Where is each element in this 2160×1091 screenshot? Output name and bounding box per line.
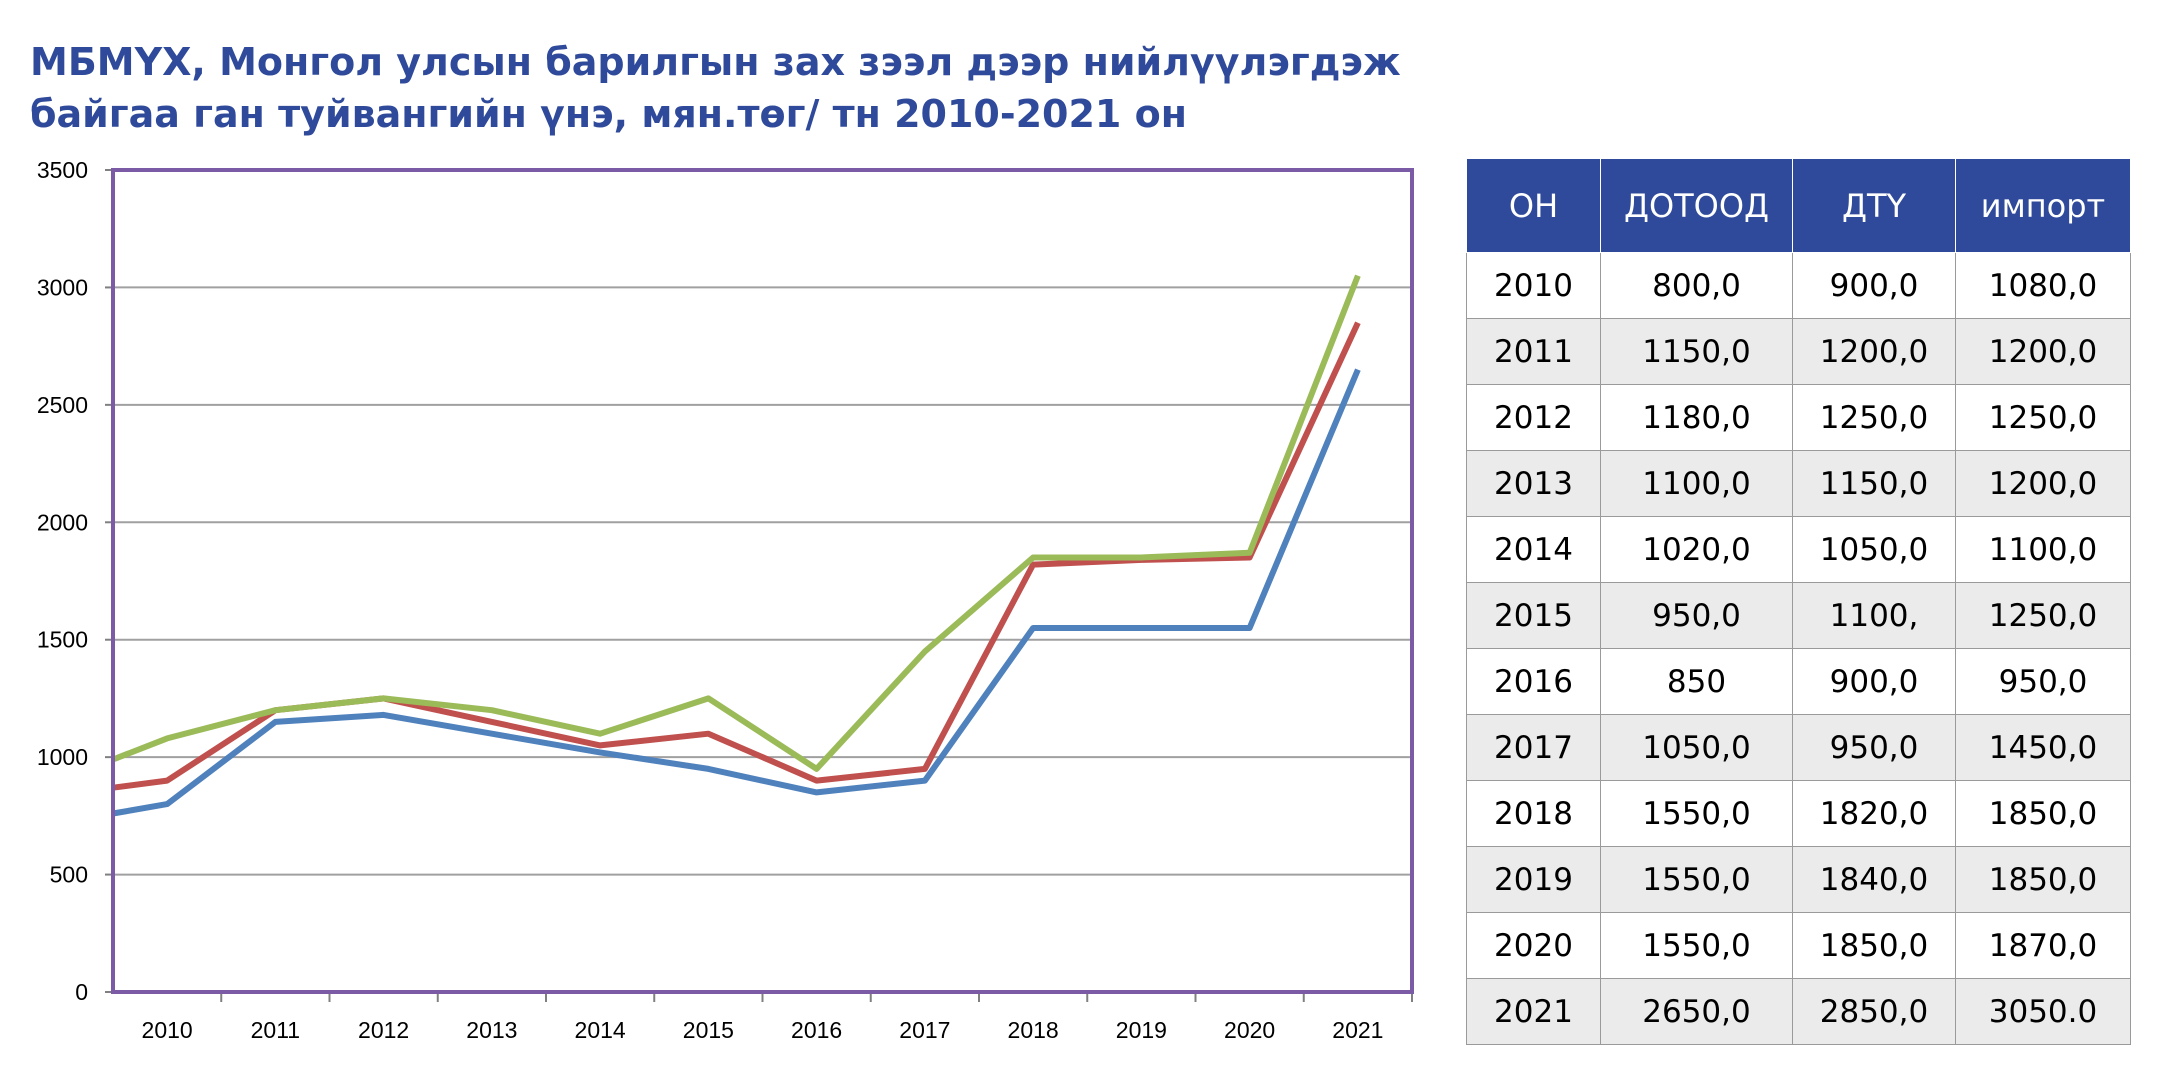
series-line-3 [111, 274, 1361, 772]
table-cell: 1450,0 [1955, 714, 2131, 781]
x-tick-label: 2010 [142, 1017, 193, 1043]
chart-title-line-1: МБМҮХ, Монгол улсын барилгын зах зээл дэ… [30, 40, 1401, 84]
table-row: 2013 1100,0 1150,0 1200,0 [1466, 450, 2131, 517]
table-cell: 1840,0 [1792, 846, 1956, 913]
table-cell: 2013 [1466, 450, 1601, 517]
table-cell: 2010 [1466, 252, 1601, 319]
grid-lines [105, 169, 1412, 993]
chart-title: МБМҮХ, Монгол улсын барилгын зах зээл дэ… [30, 36, 1430, 140]
y-tick-label: 2500 [37, 392, 88, 418]
table-row: 2015 950,0 1100, 1250,0 [1466, 582, 2131, 649]
table-cell: 2850,0 [1792, 978, 1956, 1045]
table-cell: 1150,0 [1600, 318, 1793, 385]
table-cell: 950,0 [1792, 714, 1956, 781]
table-cell: 1020,0 [1600, 516, 1793, 583]
table-cell: 1050,0 [1600, 714, 1793, 781]
table-cell: 1050,0 [1792, 516, 1956, 583]
table-row: 2021 2650,0 2850,0 3050.0 [1466, 978, 2131, 1045]
plot-area-border [111, 168, 1414, 994]
table-cell: 2015 [1466, 582, 1601, 649]
x-tick-label: 2020 [1224, 1017, 1275, 1043]
x-tick-label: 2013 [466, 1017, 517, 1043]
table-cell: 2020 [1466, 912, 1601, 979]
table-cell: 2012 [1466, 384, 1601, 451]
table-cell: 1250,0 [1955, 582, 2131, 649]
y-tick-label: 1000 [37, 744, 88, 770]
y-tick-label: 2000 [37, 509, 88, 535]
y-tick-label: 500 [50, 862, 88, 888]
table-row: 2020 1550,0 1850,0 1870,0 [1466, 912, 2131, 979]
column-header-year: ОН [1466, 158, 1601, 253]
table-row: 2019 1550,0 1840,0 1850,0 [1466, 846, 2131, 913]
y-tick-label: 0 [75, 979, 88, 1005]
column-header-dtu: ДТҮ [1792, 158, 1956, 253]
series-line-1 [112, 368, 1361, 817]
table-cell: 1200,0 [1955, 450, 2131, 517]
table-cell: 1550,0 [1600, 780, 1793, 847]
table-cell: 2016 [1466, 648, 1601, 715]
series-lines [111, 274, 1361, 817]
table-cell: 1200,0 [1792, 318, 1956, 385]
table-row: 2016 850 900,0 950,0 [1466, 648, 2131, 715]
x-tick-label: 2014 [575, 1017, 626, 1043]
table-cell: 900,0 [1792, 252, 1956, 319]
x-tick-label: 2017 [899, 1017, 950, 1043]
table-cell: 800,0 [1600, 252, 1793, 319]
table-cell: 1250,0 [1955, 384, 2131, 451]
table-cell: 1150,0 [1792, 450, 1956, 517]
x-tick-label: 2018 [1008, 1017, 1059, 1043]
table-cell: 2019 [1466, 846, 1601, 913]
x-tick-label: 2016 [791, 1017, 842, 1043]
table-cell: 850 [1600, 648, 1793, 715]
table-cell: 950,0 [1955, 648, 2131, 715]
x-tick-label: 2019 [1116, 1017, 1167, 1043]
table-cell: 900,0 [1792, 648, 1956, 715]
y-tick-label: 3500 [37, 157, 88, 183]
table-cell: 950,0 [1600, 582, 1793, 649]
table-cell: 1100,0 [1955, 516, 2131, 583]
table-row: 2012 1180,0 1250,0 1250,0 [1466, 384, 2131, 451]
y-tick-label: 1500 [37, 627, 88, 653]
table-cell: 2021 [1466, 978, 1601, 1045]
table-cell: 3050.0 [1955, 978, 2131, 1045]
table-cell: 1180,0 [1600, 384, 1793, 451]
table-cell: 1200,0 [1955, 318, 2131, 385]
y-axis-tick-labels: 0 500 1000 1500 2000 2500 3000 3500 [37, 157, 88, 1005]
table-cell: 1850,0 [1955, 780, 2131, 847]
table-cell: 1550,0 [1600, 912, 1793, 979]
table-header-row: ОН ДОТООД ДТҮ импорт [1466, 158, 2131, 253]
table-cell: 2650,0 [1600, 978, 1793, 1045]
table-cell: 1850,0 [1792, 912, 1956, 979]
table-cell: 1100,0 [1600, 450, 1793, 517]
table-cell: 1820,0 [1792, 780, 1956, 847]
table-cell: 2018 [1466, 780, 1601, 847]
column-header-domestic: ДОТООД [1600, 158, 1793, 253]
y-tick-label: 3000 [37, 274, 88, 300]
table-row: 2011 1150,0 1200,0 1200,0 [1466, 318, 2131, 385]
x-tick-label: 2021 [1332, 1017, 1383, 1043]
table-cell: 1100, [1792, 582, 1956, 649]
x-tick-label: 2011 [251, 1017, 300, 1043]
table-cell: 2011 [1466, 318, 1601, 385]
x-tick-label: 2012 [358, 1017, 409, 1043]
x-axis-tick-labels: 2010 2011 2012 2013 2014 2015 2016 2017 2018 2019… [142, 992, 1413, 1043]
table-cell: 2017 [1466, 714, 1601, 781]
table-cell: 1870,0 [1955, 912, 2131, 979]
data-table: ОН ДОТООД ДТҮ импорт 2010 800,0 900,0 1080,… [1466, 158, 2131, 1045]
table-row: 2014 1020,0 1050,0 1100,0 [1466, 516, 2131, 583]
table-row: 2018 1550,0 1820,0 1850,0 [1466, 780, 2131, 847]
column-header-import: импорт [1955, 158, 2131, 253]
table-row: 2010 800,0 900,0 1080,0 [1466, 252, 2131, 319]
table-cell: 1080,0 [1955, 252, 2131, 319]
table-cell: 1550,0 [1600, 846, 1793, 913]
chart-title-line-2: байгаа ган туйвангийн үнэ, мян.төг/ тн 2… [30, 92, 1187, 136]
table-cell: 2014 [1466, 516, 1601, 583]
table-row: 2017 1050,0 950,0 1450,0 [1466, 714, 2131, 781]
table-cell: 1850,0 [1955, 846, 2131, 913]
table-cell: 1250,0 [1792, 384, 1956, 451]
x-tick-label: 2015 [683, 1017, 734, 1043]
